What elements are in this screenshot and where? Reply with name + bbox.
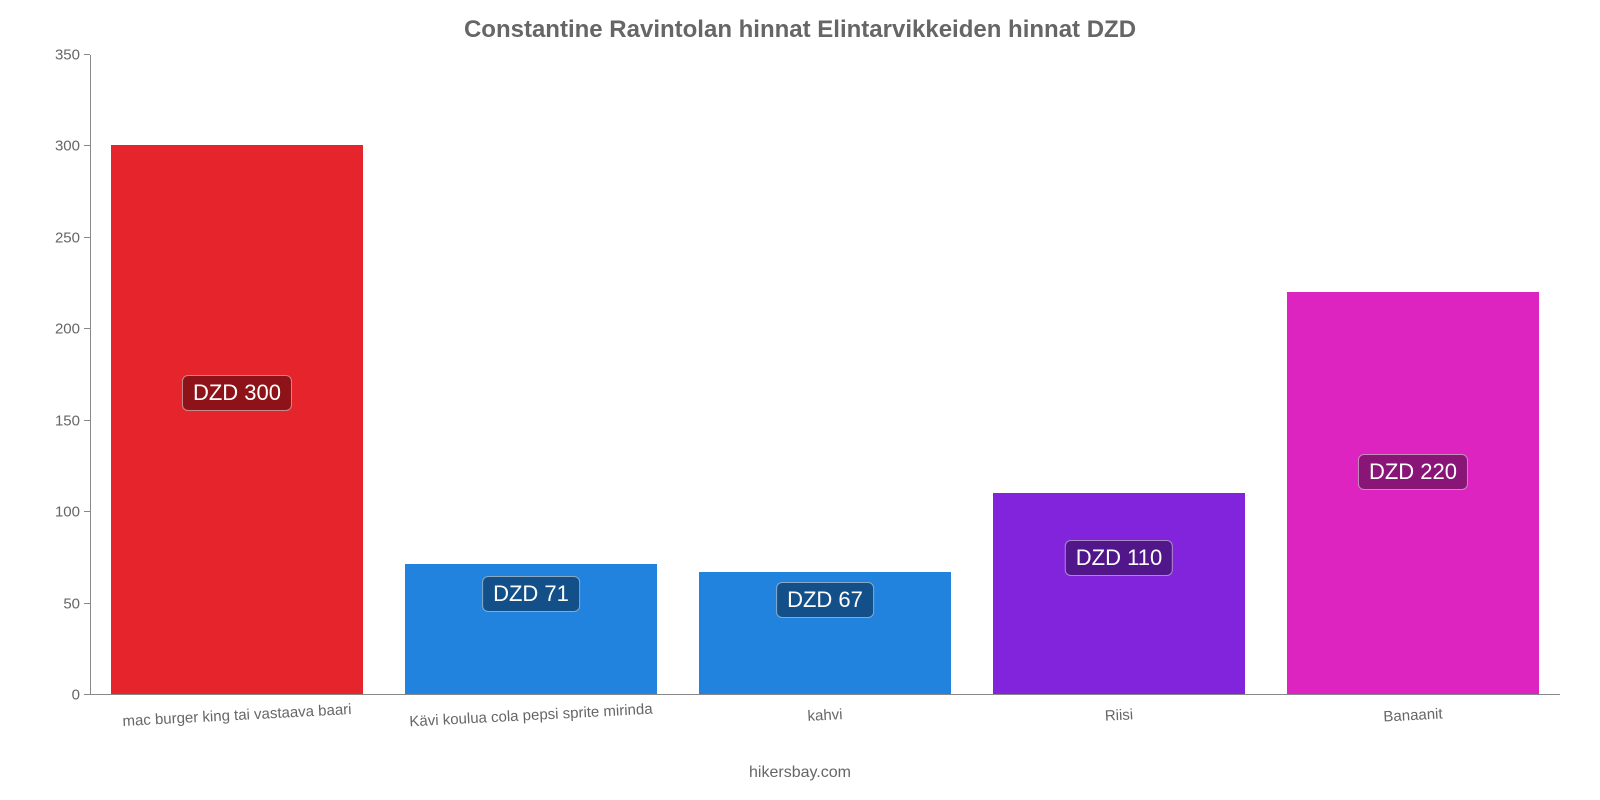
- y-tick-mark: [84, 54, 90, 55]
- y-tick-label: 100: [55, 504, 80, 521]
- y-tick-mark: [84, 328, 90, 329]
- plot-area: 050100150200250300350 DZD 300DZD 71DZD 6…: [90, 55, 1560, 695]
- bar-value-label: DZD 300: [182, 375, 292, 411]
- x-tick-label: Riisi: [1104, 706, 1133, 724]
- y-axis: [90, 55, 91, 695]
- bar: [111, 145, 364, 694]
- y-tick-mark: [84, 237, 90, 238]
- y-tick-label: 200: [55, 321, 80, 338]
- y-tick-mark: [84, 694, 90, 695]
- y-tick-mark: [84, 511, 90, 512]
- bar-value-label: DZD 71: [482, 576, 580, 612]
- bar-value-label: DZD 220: [1358, 454, 1468, 490]
- y-tick-label: 300: [55, 138, 80, 155]
- y-tick-mark: [84, 420, 90, 421]
- y-tick-label: 350: [55, 47, 80, 64]
- x-tick-label: Kävi koulua cola pepsi sprite mirinda: [409, 701, 653, 731]
- bar-value-label: DZD 110: [1065, 540, 1173, 576]
- y-tick-label: 250: [55, 229, 80, 246]
- y-tick-mark: [84, 145, 90, 146]
- x-axis: [90, 694, 1560, 695]
- chart-title: Constantine Ravintolan hinnat Elintarvik…: [0, 16, 1600, 44]
- y-tick-label: 150: [55, 412, 80, 429]
- attribution-text: hikersbay.com: [0, 764, 1600, 782]
- x-tick-label: mac burger king tai vastaava baari: [122, 701, 352, 730]
- bar: [993, 493, 1246, 694]
- bar-value-label: DZD 67: [776, 582, 874, 618]
- bar: [1287, 292, 1540, 694]
- y-tick-label: 50: [63, 595, 80, 612]
- y-tick-label: 0: [72, 687, 80, 704]
- x-tick-label: Banaanit: [1383, 705, 1443, 725]
- y-tick-mark: [84, 603, 90, 604]
- x-tick-label: kahvi: [807, 706, 843, 725]
